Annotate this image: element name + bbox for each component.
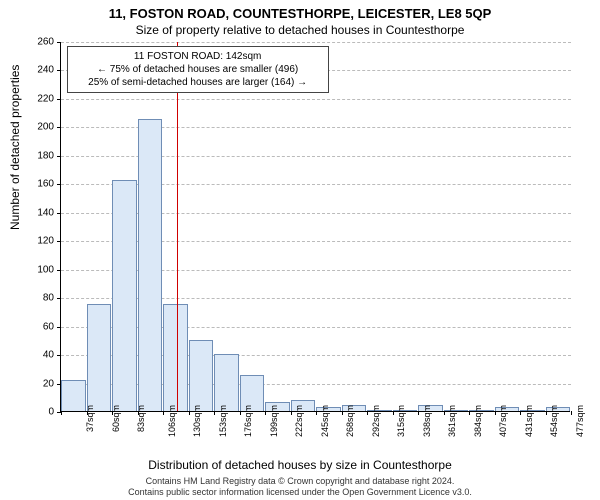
xtick-mark [163, 411, 164, 415]
ytick-mark [57, 156, 61, 157]
chart-subtitle: Size of property relative to detached ho… [0, 21, 600, 37]
ytick-mark [57, 270, 61, 271]
chart-area: 37sqm60sqm83sqm106sqm130sqm153sqm176sqm1… [60, 42, 570, 412]
ytick-label: 260 [14, 37, 54, 48]
ytick-label: 100 [14, 264, 54, 275]
histogram-bar [87, 304, 112, 411]
ytick-label: 40 [14, 350, 54, 361]
xtick-mark [265, 411, 266, 415]
xtick-label: 315sqm [396, 405, 406, 437]
ytick-label: 160 [14, 179, 54, 190]
annot-line1: 11 FOSTON ROAD: 142sqm [74, 50, 322, 63]
xtick-mark [61, 411, 62, 415]
xtick-label: 454sqm [549, 405, 559, 437]
chart-container: 11, FOSTON ROAD, COUNTESTHORPE, LEICESTE… [0, 0, 600, 500]
ytick-label: 240 [14, 65, 54, 76]
xtick-label: 338sqm [422, 405, 432, 437]
ytick-mark [57, 127, 61, 128]
xtick-label: 37sqm [85, 405, 95, 432]
xtick-mark [138, 411, 139, 415]
ytick-mark [57, 355, 61, 356]
xtick-label: 83sqm [136, 405, 146, 432]
ytick-label: 80 [14, 293, 54, 304]
histogram-bar [163, 304, 188, 411]
xtick-mark [342, 411, 343, 415]
xtick-mark [444, 411, 445, 415]
histogram-bar [214, 354, 239, 411]
histogram-bar [61, 380, 86, 411]
xtick-mark [189, 411, 190, 415]
xtick-label: 176sqm [243, 405, 253, 437]
xtick-label: 431sqm [524, 405, 534, 437]
plot-region: 37sqm60sqm83sqm106sqm130sqm153sqm176sqm1… [60, 42, 570, 412]
ytick-mark [57, 184, 61, 185]
ytick-mark [57, 298, 61, 299]
footer-line-2: Contains public sector information licen… [0, 487, 600, 498]
ytick-label: 180 [14, 150, 54, 161]
xtick-mark [240, 411, 241, 415]
xtick-mark [495, 411, 496, 415]
ytick-label: 120 [14, 236, 54, 247]
footer-line-1: Contains HM Land Registry data © Crown c… [0, 476, 600, 487]
footer-attribution: Contains HM Land Registry data © Crown c… [0, 476, 600, 498]
xtick-label: 130sqm [192, 405, 202, 437]
ytick-label: 140 [14, 207, 54, 218]
xtick-mark [520, 411, 521, 415]
annot-line3: 25% of semi-detached houses are larger (… [74, 76, 322, 89]
xtick-mark [367, 411, 368, 415]
ytick-mark [57, 213, 61, 214]
xtick-mark [393, 411, 394, 415]
ytick-mark [57, 70, 61, 71]
annotation-box: 11 FOSTON ROAD: 142sqm← 75% of detached … [67, 46, 329, 93]
ytick-label: 220 [14, 93, 54, 104]
xtick-mark [546, 411, 547, 415]
xtick-label: 153sqm [218, 405, 228, 437]
xtick-label: 60sqm [111, 405, 121, 432]
histogram-bar [138, 119, 163, 411]
xtick-label: 477sqm [575, 405, 585, 437]
ytick-mark [57, 241, 61, 242]
gridline [61, 99, 571, 100]
xtick-label: 222sqm [294, 405, 304, 437]
xtick-mark [571, 411, 572, 415]
xtick-label: 407sqm [498, 405, 508, 437]
xtick-mark [418, 411, 419, 415]
xtick-label: 106sqm [167, 405, 177, 437]
xtick-label: 384sqm [473, 405, 483, 437]
ytick-label: 0 [14, 407, 54, 418]
xtick-mark [291, 411, 292, 415]
xtick-mark [112, 411, 113, 415]
xtick-label: 361sqm [447, 405, 457, 437]
xtick-mark [87, 411, 88, 415]
chart-title-address: 11, FOSTON ROAD, COUNTESTHORPE, LEICESTE… [0, 0, 600, 21]
ytick-label: 200 [14, 122, 54, 133]
xtick-mark [469, 411, 470, 415]
ytick-label: 20 [14, 378, 54, 389]
ytick-mark [57, 99, 61, 100]
reference-line [177, 42, 178, 411]
ytick-label: 60 [14, 321, 54, 332]
y-axis-label: Number of detached properties [8, 65, 22, 230]
x-axis-label: Distribution of detached houses by size … [0, 458, 600, 472]
xtick-label: 199sqm [269, 405, 279, 437]
xtick-label: 245sqm [320, 405, 330, 437]
annot-line2: ← 75% of detached houses are smaller (49… [74, 63, 322, 76]
gridline [61, 42, 571, 43]
ytick-mark [57, 327, 61, 328]
histogram-bar [189, 340, 214, 411]
xtick-mark [316, 411, 317, 415]
xtick-label: 268sqm [345, 405, 355, 437]
ytick-mark [57, 42, 61, 43]
histogram-bar [112, 180, 137, 411]
xtick-label: 292sqm [371, 405, 381, 437]
xtick-mark [214, 411, 215, 415]
